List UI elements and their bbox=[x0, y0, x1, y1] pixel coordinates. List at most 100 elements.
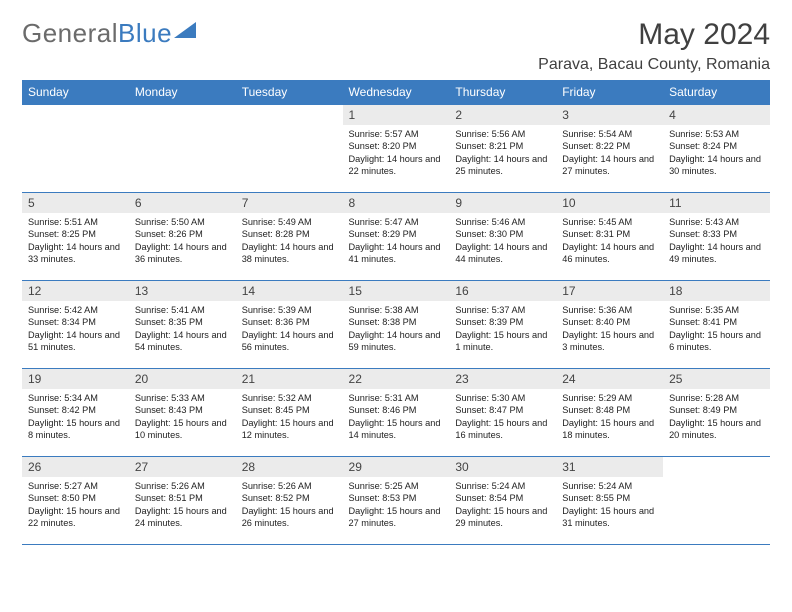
header: GeneralBlue May 2024 Parava, Bacau Count… bbox=[22, 18, 770, 74]
day-cell: 15Sunrise: 5:38 AMSunset: 8:38 PMDayligh… bbox=[343, 281, 450, 369]
day-cell: 20Sunrise: 5:33 AMSunset: 8:43 PMDayligh… bbox=[129, 369, 236, 457]
day-detail: Sunrise: 5:34 AMSunset: 8:42 PMDaylight:… bbox=[22, 389, 129, 444]
day-detail: Sunrise: 5:36 AMSunset: 8:40 PMDaylight:… bbox=[556, 301, 663, 356]
day-number: 25 bbox=[663, 369, 770, 389]
empty-cell bbox=[129, 105, 236, 193]
day-detail: Sunrise: 5:26 AMSunset: 8:52 PMDaylight:… bbox=[236, 477, 343, 532]
day-cell: 21Sunrise: 5:32 AMSunset: 8:45 PMDayligh… bbox=[236, 369, 343, 457]
day-detail: Sunrise: 5:24 AMSunset: 8:55 PMDaylight:… bbox=[556, 477, 663, 532]
day-cell: 12Sunrise: 5:42 AMSunset: 8:34 PMDayligh… bbox=[22, 281, 129, 369]
day-detail: Sunrise: 5:28 AMSunset: 8:49 PMDaylight:… bbox=[663, 389, 770, 444]
day-number: 31 bbox=[556, 457, 663, 477]
dayname-saturday: Saturday bbox=[663, 80, 770, 105]
empty-cell bbox=[22, 105, 129, 193]
dayname-wednesday: Wednesday bbox=[343, 80, 450, 105]
day-cell: 8Sunrise: 5:47 AMSunset: 8:29 PMDaylight… bbox=[343, 193, 450, 281]
dayname-sunday: Sunday bbox=[22, 80, 129, 105]
day-number: 8 bbox=[343, 193, 450, 213]
day-detail: Sunrise: 5:29 AMSunset: 8:48 PMDaylight:… bbox=[556, 389, 663, 444]
day-number: 2 bbox=[449, 105, 556, 125]
week-row: 19Sunrise: 5:34 AMSunset: 8:42 PMDayligh… bbox=[22, 369, 770, 457]
day-number: 23 bbox=[449, 369, 556, 389]
day-number bbox=[236, 105, 343, 125]
empty-cell bbox=[236, 105, 343, 193]
day-number: 5 bbox=[22, 193, 129, 213]
day-detail: Sunrise: 5:45 AMSunset: 8:31 PMDaylight:… bbox=[556, 213, 663, 268]
day-detail: Sunrise: 5:27 AMSunset: 8:50 PMDaylight:… bbox=[22, 477, 129, 532]
day-cell: 24Sunrise: 5:29 AMSunset: 8:48 PMDayligh… bbox=[556, 369, 663, 457]
day-cell: 18Sunrise: 5:35 AMSunset: 8:41 PMDayligh… bbox=[663, 281, 770, 369]
week-row: 1Sunrise: 5:57 AMSunset: 8:20 PMDaylight… bbox=[22, 105, 770, 193]
day-detail: Sunrise: 5:41 AMSunset: 8:35 PMDaylight:… bbox=[129, 301, 236, 356]
day-cell: 10Sunrise: 5:45 AMSunset: 8:31 PMDayligh… bbox=[556, 193, 663, 281]
day-cell: 25Sunrise: 5:28 AMSunset: 8:49 PMDayligh… bbox=[663, 369, 770, 457]
day-number: 19 bbox=[22, 369, 129, 389]
week-row: 5Sunrise: 5:51 AMSunset: 8:25 PMDaylight… bbox=[22, 193, 770, 281]
day-cell: 9Sunrise: 5:46 AMSunset: 8:30 PMDaylight… bbox=[449, 193, 556, 281]
day-cell: 17Sunrise: 5:36 AMSunset: 8:40 PMDayligh… bbox=[556, 281, 663, 369]
day-cell: 30Sunrise: 5:24 AMSunset: 8:54 PMDayligh… bbox=[449, 457, 556, 545]
day-number bbox=[22, 105, 129, 125]
day-cell: 22Sunrise: 5:31 AMSunset: 8:46 PMDayligh… bbox=[343, 369, 450, 457]
day-number: 15 bbox=[343, 281, 450, 301]
dayname-monday: Monday bbox=[129, 80, 236, 105]
day-cell: 2Sunrise: 5:56 AMSunset: 8:21 PMDaylight… bbox=[449, 105, 556, 193]
day-detail: Sunrise: 5:24 AMSunset: 8:54 PMDaylight:… bbox=[449, 477, 556, 532]
logo-text-blue: Blue bbox=[118, 18, 172, 49]
calendar-table: SundayMondayTuesdayWednesdayThursdayFrid… bbox=[22, 80, 770, 545]
day-detail: Sunrise: 5:39 AMSunset: 8:36 PMDaylight:… bbox=[236, 301, 343, 356]
location: Parava, Bacau County, Romania bbox=[538, 56, 770, 74]
day-number: 22 bbox=[343, 369, 450, 389]
day-number: 1 bbox=[343, 105, 450, 125]
day-detail: Sunrise: 5:26 AMSunset: 8:51 PMDaylight:… bbox=[129, 477, 236, 532]
day-detail: Sunrise: 5:38 AMSunset: 8:38 PMDaylight:… bbox=[343, 301, 450, 356]
day-cell: 19Sunrise: 5:34 AMSunset: 8:42 PMDayligh… bbox=[22, 369, 129, 457]
day-number: 28 bbox=[236, 457, 343, 477]
day-number bbox=[129, 105, 236, 125]
day-number: 20 bbox=[129, 369, 236, 389]
day-detail: Sunrise: 5:35 AMSunset: 8:41 PMDaylight:… bbox=[663, 301, 770, 356]
logo-triangle-icon bbox=[174, 16, 196, 47]
day-number: 3 bbox=[556, 105, 663, 125]
day-cell: 14Sunrise: 5:39 AMSunset: 8:36 PMDayligh… bbox=[236, 281, 343, 369]
day-cell: 28Sunrise: 5:26 AMSunset: 8:52 PMDayligh… bbox=[236, 457, 343, 545]
day-number: 10 bbox=[556, 193, 663, 213]
day-cell: 23Sunrise: 5:30 AMSunset: 8:47 PMDayligh… bbox=[449, 369, 556, 457]
day-number: 16 bbox=[449, 281, 556, 301]
day-detail: Sunrise: 5:51 AMSunset: 8:25 PMDaylight:… bbox=[22, 213, 129, 268]
day-detail: Sunrise: 5:42 AMSunset: 8:34 PMDaylight:… bbox=[22, 301, 129, 356]
day-number: 18 bbox=[663, 281, 770, 301]
dayname-row: SundayMondayTuesdayWednesdayThursdayFrid… bbox=[22, 80, 770, 105]
day-number: 6 bbox=[129, 193, 236, 213]
dayname-tuesday: Tuesday bbox=[236, 80, 343, 105]
day-cell: 26Sunrise: 5:27 AMSunset: 8:50 PMDayligh… bbox=[22, 457, 129, 545]
day-detail: Sunrise: 5:50 AMSunset: 8:26 PMDaylight:… bbox=[129, 213, 236, 268]
day-detail: Sunrise: 5:49 AMSunset: 8:28 PMDaylight:… bbox=[236, 213, 343, 268]
day-number bbox=[663, 457, 770, 477]
calendar-body: 1Sunrise: 5:57 AMSunset: 8:20 PMDaylight… bbox=[22, 105, 770, 545]
day-cell: 5Sunrise: 5:51 AMSunset: 8:25 PMDaylight… bbox=[22, 193, 129, 281]
day-detail: Sunrise: 5:37 AMSunset: 8:39 PMDaylight:… bbox=[449, 301, 556, 356]
day-detail: Sunrise: 5:31 AMSunset: 8:46 PMDaylight:… bbox=[343, 389, 450, 444]
day-number: 4 bbox=[663, 105, 770, 125]
day-cell: 27Sunrise: 5:26 AMSunset: 8:51 PMDayligh… bbox=[129, 457, 236, 545]
day-cell: 4Sunrise: 5:53 AMSunset: 8:24 PMDaylight… bbox=[663, 105, 770, 193]
day-cell: 1Sunrise: 5:57 AMSunset: 8:20 PMDaylight… bbox=[343, 105, 450, 193]
day-number: 30 bbox=[449, 457, 556, 477]
day-cell: 31Sunrise: 5:24 AMSunset: 8:55 PMDayligh… bbox=[556, 457, 663, 545]
calendar-page: GeneralBlue May 2024 Parava, Bacau Count… bbox=[0, 0, 792, 555]
day-cell: 13Sunrise: 5:41 AMSunset: 8:35 PMDayligh… bbox=[129, 281, 236, 369]
day-detail: Sunrise: 5:32 AMSunset: 8:45 PMDaylight:… bbox=[236, 389, 343, 444]
logo: GeneralBlue bbox=[22, 18, 196, 49]
week-row: 12Sunrise: 5:42 AMSunset: 8:34 PMDayligh… bbox=[22, 281, 770, 369]
day-cell: 16Sunrise: 5:37 AMSunset: 8:39 PMDayligh… bbox=[449, 281, 556, 369]
day-number: 11 bbox=[663, 193, 770, 213]
day-cell: 7Sunrise: 5:49 AMSunset: 8:28 PMDaylight… bbox=[236, 193, 343, 281]
day-cell: 11Sunrise: 5:43 AMSunset: 8:33 PMDayligh… bbox=[663, 193, 770, 281]
day-number: 13 bbox=[129, 281, 236, 301]
day-detail: Sunrise: 5:46 AMSunset: 8:30 PMDaylight:… bbox=[449, 213, 556, 268]
day-number: 27 bbox=[129, 457, 236, 477]
dayname-friday: Friday bbox=[556, 80, 663, 105]
month-title: May 2024 bbox=[538, 18, 770, 52]
logo-text-gray: General bbox=[22, 18, 118, 49]
